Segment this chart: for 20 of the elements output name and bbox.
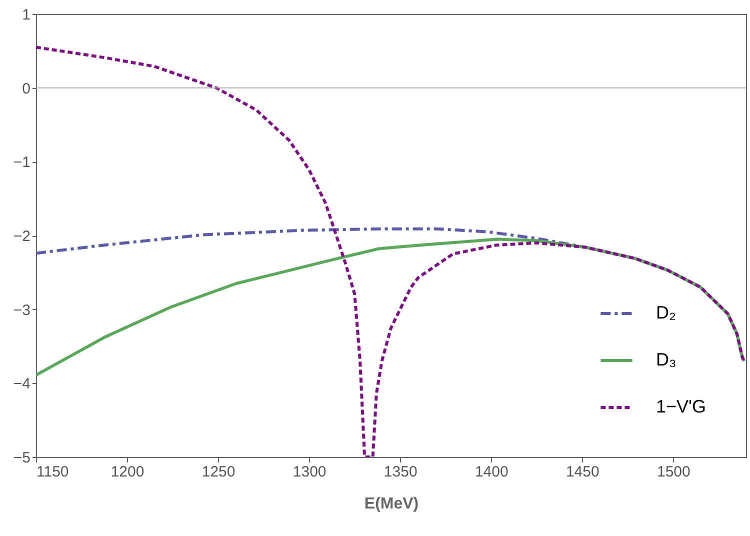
x-tick-label: 1300 [292, 464, 326, 480]
y-tick-label: −3 [13, 302, 30, 319]
y-tick-label: 1 [22, 6, 30, 24]
legend-label: D₃ [656, 350, 676, 370]
x-tick-label: 1250 [202, 464, 236, 480]
x-tick-label: 1400 [474, 464, 508, 480]
y-tick-label: 0 [22, 80, 30, 98]
x-axis-title: E(MeV) [364, 496, 419, 512]
legend-label: D₂ [656, 302, 676, 322]
x-tick-label: 1350 [384, 464, 418, 480]
y-tick-label: −5 [13, 450, 30, 466]
line-series [36, 46, 746, 457]
y-tick-label: −1 [13, 154, 30, 172]
y-tick-label: −2 [13, 228, 30, 245]
x-tick-label: 1150 [36, 464, 69, 480]
x-tick-label: 1450 [566, 464, 600, 480]
y-tick-label: −4 [13, 376, 30, 393]
x-tick-label: 1500 [656, 464, 690, 480]
x-tick-label: 1200 [110, 464, 144, 480]
legend-label: 1−V'G [656, 396, 706, 416]
